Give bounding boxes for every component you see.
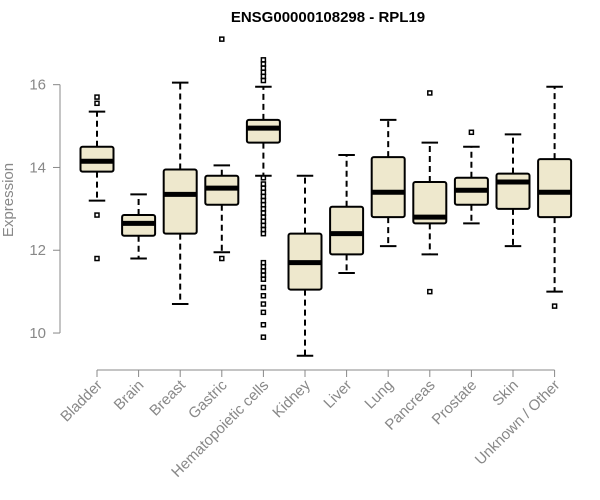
- outlier-point: [219, 255, 225, 262]
- box-group: [329, 154, 365, 275]
- y-tick-label: 10: [29, 325, 46, 342]
- y-tick-label: 14: [29, 159, 46, 176]
- box-group: [204, 36, 240, 262]
- box-iqr: [495, 172, 531, 210]
- outlier-point: [260, 334, 267, 340]
- outlier-point: [551, 303, 558, 309]
- y-axis: 10 12 14 16: [29, 77, 61, 342]
- x-tick-label: Skin: [489, 377, 522, 410]
- y-axis-label: Expression: [0, 163, 17, 237]
- outlier-point: [260, 77, 267, 84]
- outlier-point: [94, 212, 100, 218]
- outlier-point: [468, 129, 475, 136]
- outlier-point: [260, 301, 267, 307]
- outlier-point: [260, 276, 267, 282]
- outlier-point: [260, 230, 267, 237]
- outlier-point: [260, 175, 267, 181]
- outlier-point: [94, 100, 100, 107]
- x-tick-label: Prostate: [429, 377, 481, 429]
- x-tick-label: Breast: [146, 376, 189, 419]
- box-iqr: [162, 168, 198, 235]
- boxes-group: [79, 36, 573, 357]
- box-iqr: [412, 180, 448, 225]
- box-group: [370, 118, 406, 248]
- outlier-point: [260, 293, 267, 299]
- box-iqr: [537, 158, 573, 219]
- box-iqr: [245, 118, 281, 144]
- box-group: [412, 90, 448, 295]
- chart-title: ENSG00000108298 - RPL19: [231, 9, 425, 26]
- box-group: [537, 85, 573, 309]
- box-group: [162, 81, 198, 306]
- y-tick-label: 16: [29, 77, 46, 94]
- box-group: [495, 133, 531, 248]
- outlier-point: [427, 288, 433, 295]
- x-tick-label: Brain: [111, 377, 148, 414]
- outlier-point: [94, 94, 100, 100]
- y-tick-label: 12: [29, 242, 46, 259]
- x-tick-label: Liver: [320, 377, 355, 412]
- outlier-point: [260, 284, 267, 291]
- box-group: [287, 174, 323, 357]
- box-group: [453, 129, 489, 225]
- box-group: [245, 57, 281, 340]
- box-iqr: [370, 156, 406, 219]
- box-group: [121, 193, 157, 260]
- outlier-point: [260, 309, 267, 316]
- x-tick-label: Bladder: [57, 377, 106, 426]
- box-group: [79, 94, 115, 262]
- outlier-point: [94, 255, 100, 262]
- x-tick-label: Kidney: [269, 376, 314, 421]
- outlier-point: [427, 90, 433, 96]
- outlier-point: [260, 321, 267, 328]
- box-iqr: [329, 205, 365, 256]
- outlier-point: [219, 36, 225, 42]
- x-tick-label: Lung: [361, 377, 397, 413]
